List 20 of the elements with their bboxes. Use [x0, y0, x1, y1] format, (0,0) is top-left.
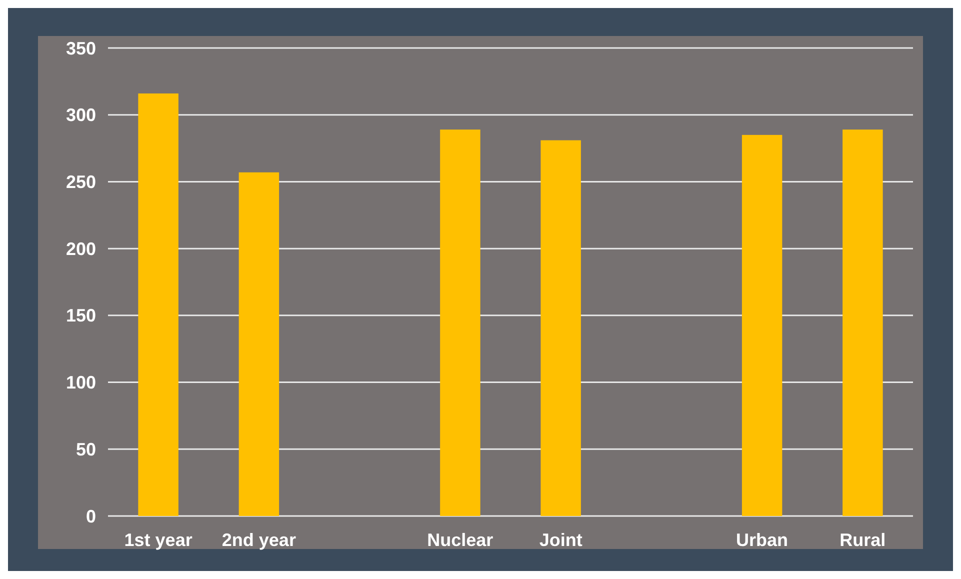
bar	[842, 130, 883, 516]
x-tick-label: Nuclear	[427, 530, 494, 550]
x-tick-label: 1st year	[124, 530, 192, 550]
bar	[138, 93, 178, 516]
x-tick-label: Urban	[736, 530, 788, 550]
x-tick-label: Rural	[840, 530, 886, 550]
y-tick-label: 350	[66, 38, 96, 58]
y-tick-label: 250	[66, 172, 96, 192]
y-tick-label: 150	[66, 306, 96, 326]
bar	[238, 172, 280, 516]
bar	[440, 130, 480, 516]
bar	[742, 134, 782, 516]
bar	[540, 140, 581, 516]
y-tick-label: 200	[66, 238, 96, 259]
y-tick-label: 300	[66, 105, 96, 126]
x-tick-label: 2nd year	[222, 530, 296, 550]
y-tick-label: 0	[86, 506, 96, 526]
y-tick-label: 100	[66, 372, 96, 393]
x-tick-label: Joint	[539, 530, 582, 550]
y-tick-label: 50	[76, 439, 96, 460]
